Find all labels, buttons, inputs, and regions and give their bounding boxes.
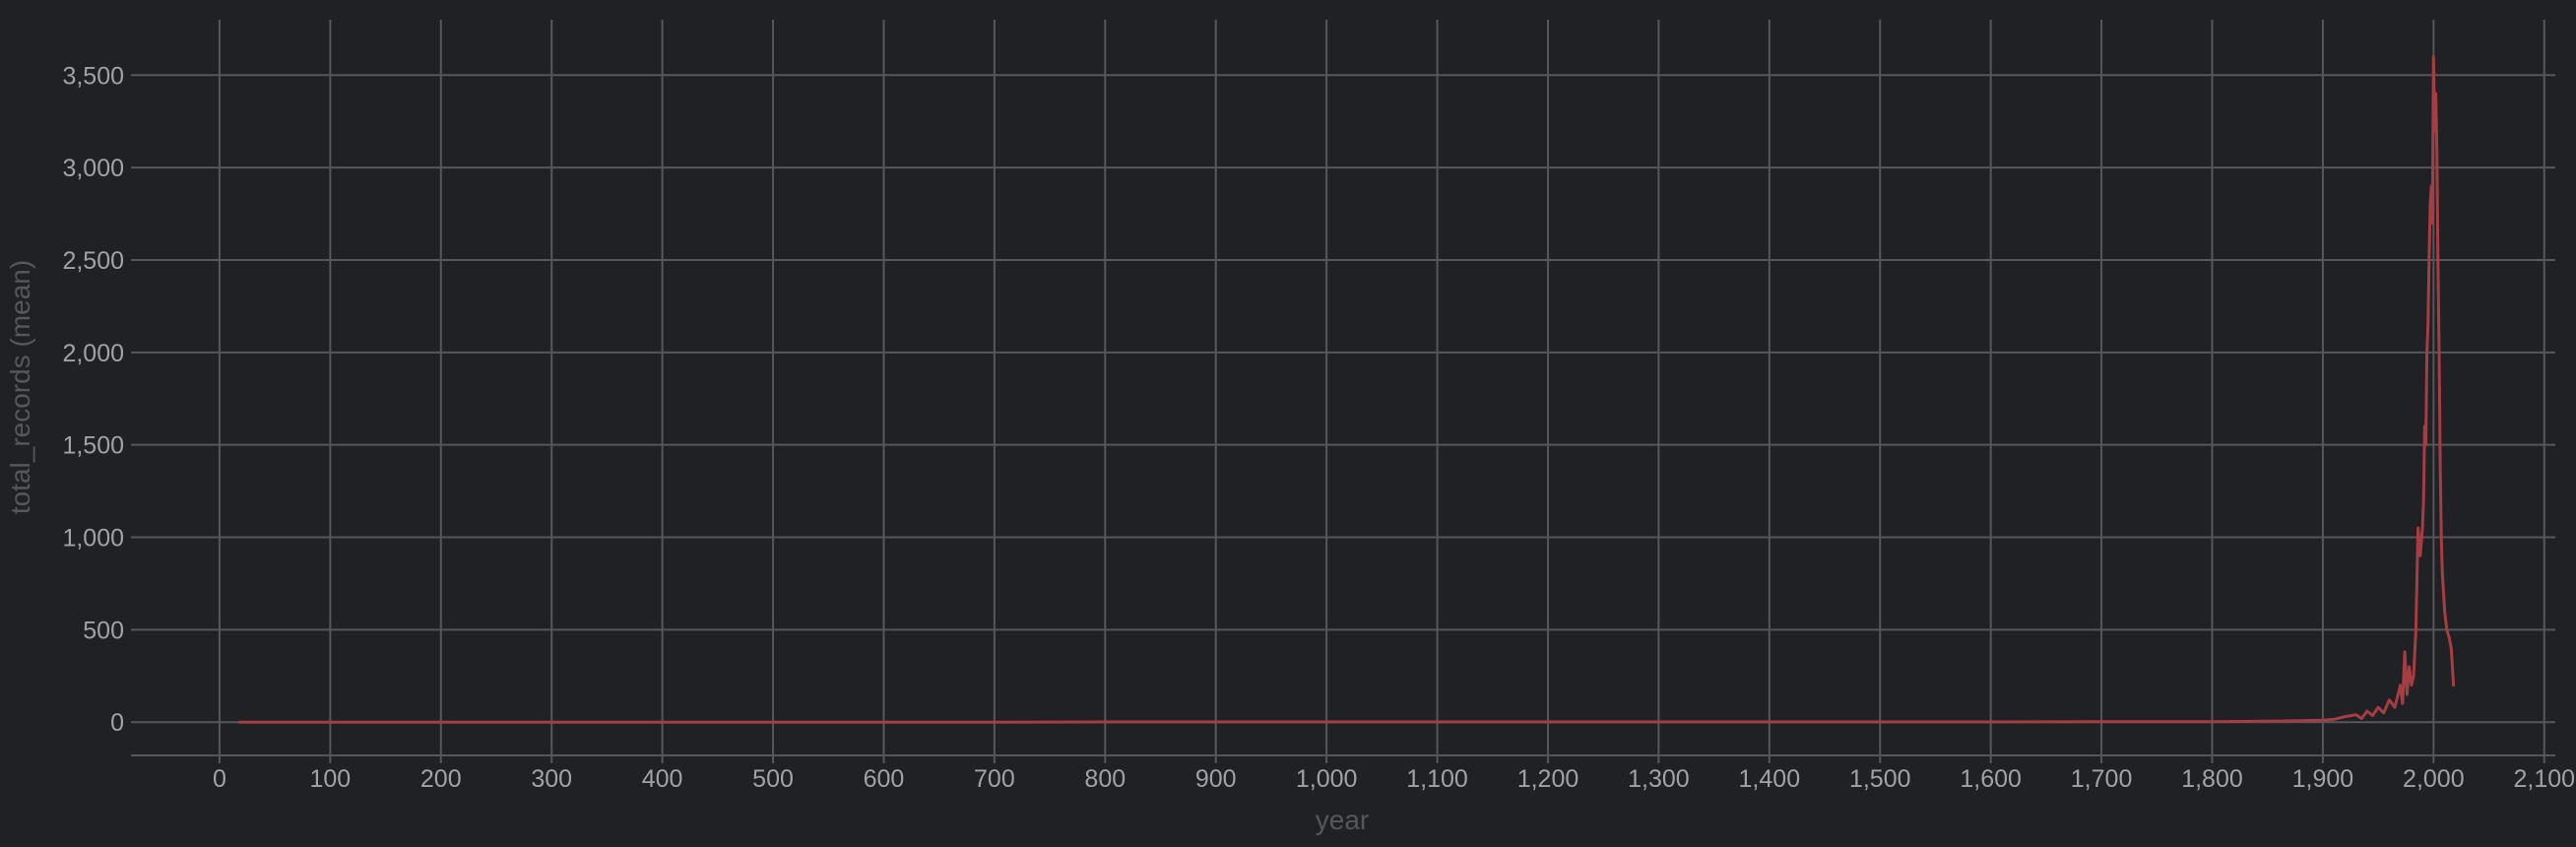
- y-tick-label: 1,500: [62, 432, 124, 460]
- y-tick-label: 0: [110, 709, 124, 737]
- x-tick-label: 500: [752, 765, 794, 793]
- x-tick-label: 1,000: [1296, 765, 1358, 793]
- y-tick-label: 2,000: [62, 340, 124, 367]
- y-tick-label: 1,000: [62, 525, 124, 553]
- x-tick-label: 1,800: [2181, 765, 2243, 793]
- x-tick-label: 300: [531, 765, 572, 793]
- y-tick-label: 3,000: [62, 155, 124, 182]
- x-tick-label: 1,100: [1406, 765, 1468, 793]
- x-tick-label: 1,700: [2071, 765, 2133, 793]
- y-tick-label: 3,500: [62, 62, 124, 90]
- x-tick-label: 700: [974, 765, 1015, 793]
- x-tick-label: 900: [1195, 765, 1237, 793]
- y-tick-label: 500: [83, 617, 124, 644]
- axes: 0 100 200 300 400 500 600 700 800 900 1,000 1,100 1,…: [62, 62, 2575, 793]
- x-tick-label: 1,500: [1849, 765, 1911, 793]
- y-axis-title: total_records (mean): [5, 260, 35, 514]
- x-tick-label: 1,300: [1628, 765, 1690, 793]
- x-tick-label: 400: [642, 765, 683, 793]
- x-tick-label: 1,900: [2292, 765, 2354, 793]
- grid: [131, 20, 2555, 755]
- x-tick-label: 2,100: [2513, 765, 2575, 793]
- x-tick-label: 800: [1084, 765, 1126, 793]
- x-tick-label: 1,600: [1960, 765, 2022, 793]
- y-tick-label: 2,500: [62, 247, 124, 275]
- x-tick-label: 100: [309, 765, 351, 793]
- x-tick-label: 600: [864, 765, 905, 793]
- x-tick-label: 0: [213, 765, 226, 793]
- x-tick-label: 200: [420, 765, 462, 793]
- series: [237, 55, 2456, 724]
- series-line: [237, 55, 2456, 724]
- x-axis-title: year: [1316, 805, 1369, 835]
- x-tick-label: 2,000: [2403, 765, 2465, 793]
- x-tick-label: 1,400: [1739, 765, 1801, 793]
- x-tick-label: 1,200: [1517, 765, 1579, 793]
